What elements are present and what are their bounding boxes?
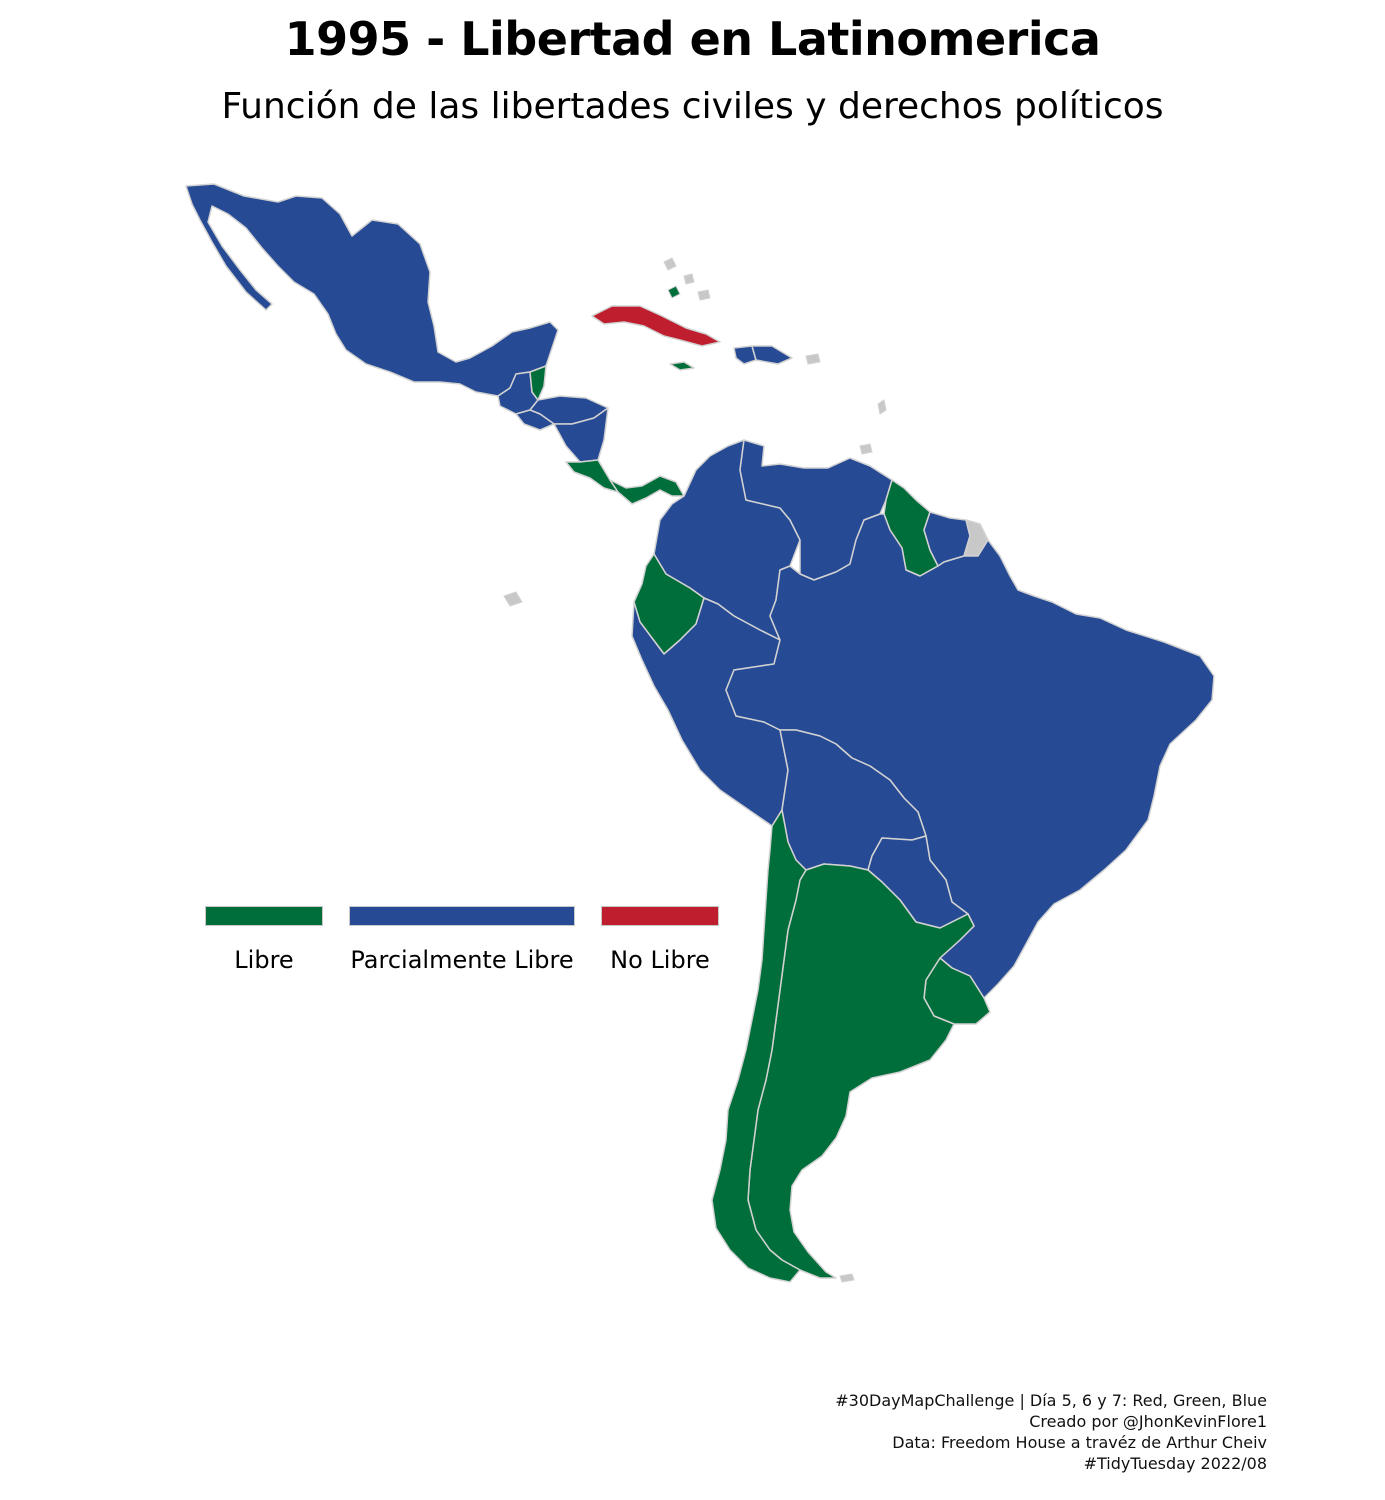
caption-line-tidytuesday: #TidyTuesday 2022/08 (1083, 1454, 1267, 1473)
legend-item-parcialmente-libre: Parcialmente Libre (349, 906, 575, 974)
island-galapagos (503, 591, 523, 607)
country-chile[interactable] (711, 809, 807, 1283)
legend-label-libre: Libre (234, 946, 294, 974)
legend-swatch-parcialmente-libre (349, 906, 575, 926)
caption-line-author: Creado por @JhonKevinFlore1 (1029, 1412, 1267, 1431)
island-bahamas-3 (697, 289, 711, 301)
legend-item-no-libre: No Libre (601, 906, 719, 974)
legend-item-libre: Libre (205, 906, 323, 974)
map-subtitle: Función de las libertades civiles y dere… (221, 86, 1164, 127)
country-dominican-republic[interactable] (751, 345, 793, 365)
map-caption: #30DayMapChallenge | Día 5, 6 y 7: Red, … (835, 1390, 1267, 1474)
island-puerto-rico (805, 353, 821, 365)
country-belize-outline (667, 285, 681, 299)
country-nicaragua[interactable] (553, 407, 609, 463)
country-haiti[interactable] (733, 345, 757, 365)
island-bahamas (663, 257, 677, 271)
country-panama[interactable] (609, 475, 685, 505)
country-jamaica[interactable] (669, 361, 695, 371)
country-costa-rica[interactable] (565, 459, 619, 493)
legend-label-parcialmente-libre: Parcialmente Libre (350, 946, 574, 974)
legend-label-no-libre: No Libre (610, 946, 710, 974)
island-falklands (839, 1273, 855, 1283)
caption-line-challenge: #30DayMapChallenge | Día 5, 6 y 7: Red, … (835, 1391, 1267, 1410)
country-cuba[interactable] (591, 305, 721, 347)
island-bahamas-2 (683, 273, 695, 285)
map-title: 1995 - Libertad en Latinomerica (284, 12, 1101, 66)
legend-swatch-no-libre (601, 906, 719, 926)
legend-swatch-libre (205, 906, 323, 926)
island-lesser-antilles (877, 399, 887, 415)
island-trinidad (859, 443, 873, 455)
country-mexico[interactable] (185, 183, 559, 397)
caption-line-source: Data: Freedom House a travéz de Arthur C… (892, 1433, 1267, 1452)
country-belize[interactable] (529, 365, 547, 401)
